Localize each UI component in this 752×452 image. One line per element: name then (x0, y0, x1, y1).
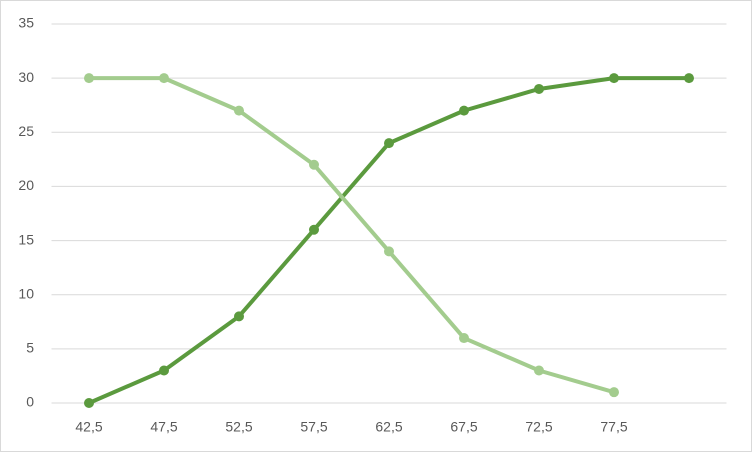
y-tick-label: 5 (26, 340, 34, 356)
series-marker (684, 73, 694, 84)
series-marker (309, 224, 319, 235)
series-marker (609, 73, 619, 84)
series-marker (384, 138, 394, 149)
series-marker (159, 365, 169, 376)
y-tick-label: 20 (18, 177, 34, 193)
series-marker (84, 73, 94, 84)
y-tick-label: 25 (18, 123, 34, 139)
x-tick-label: 42,5 (75, 419, 102, 435)
series-marker (84, 398, 94, 408)
x-tick-label: 77,5 (600, 419, 627, 435)
series-marker (159, 73, 169, 84)
series-marker (384, 246, 394, 257)
series-marker (534, 83, 544, 94)
x-tick-label: 72,5 (525, 419, 552, 435)
series-marker (234, 311, 244, 322)
series-marker (534, 365, 544, 376)
series-line (87, 76, 616, 395)
series-marker (459, 333, 469, 344)
y-tick-label: 15 (18, 231, 34, 247)
x-tick-label: 57,5 (300, 419, 327, 435)
series-marker (309, 159, 319, 170)
series-marker (234, 105, 244, 116)
y-tick-label: 10 (18, 285, 34, 301)
x-tick-label: 52,5 (225, 419, 252, 435)
x-tick-label: 62,5 (375, 419, 402, 435)
x-tick-label: 67,5 (450, 419, 477, 435)
series-marker (459, 105, 469, 116)
y-tick-label: 0 (26, 394, 34, 410)
series-marker (609, 387, 619, 398)
y-tick-label: 30 (18, 69, 34, 85)
y-tick-label: 35 (18, 15, 34, 31)
x-tick-label: 47,5 (150, 419, 177, 435)
